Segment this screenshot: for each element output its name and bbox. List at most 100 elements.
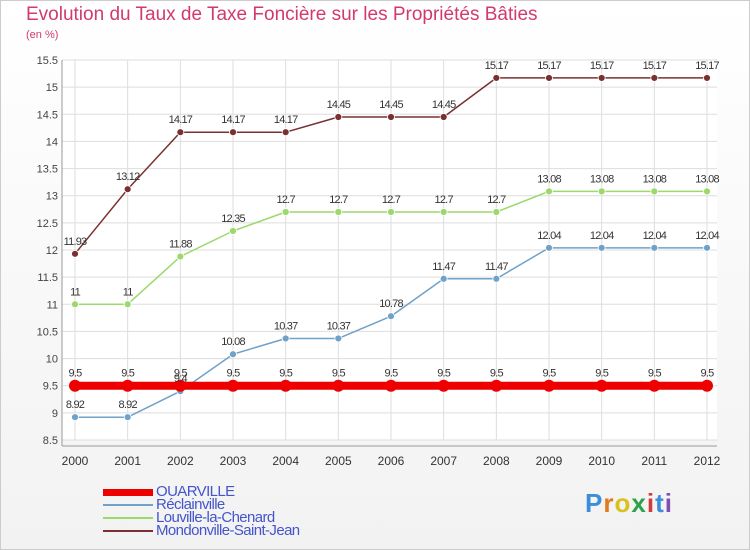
x-tick-label: 2006 (378, 454, 405, 468)
y-tick-label: 14 (46, 136, 58, 148)
data-point (439, 113, 448, 121)
x-tick-label: 2000 (62, 454, 89, 468)
data-point (281, 208, 290, 216)
data-point (490, 379, 503, 392)
data-point (387, 208, 395, 216)
data-point (703, 243, 711, 252)
legend-label: Mondonville-Saint-Jean (156, 522, 300, 539)
data-point (650, 187, 659, 196)
x-tick-label: 2004 (272, 454, 299, 468)
data-label: 9.5 (332, 368, 346, 380)
data-label: 9.5 (279, 368, 293, 380)
x-tick-label: 2001 (114, 454, 141, 468)
y-tick-label: 12.5 (37, 218, 58, 230)
data-point (123, 185, 132, 194)
x-tick-label: 2009 (536, 454, 563, 468)
data-point (387, 113, 395, 121)
data-label: 13.12 (116, 171, 140, 183)
data-point (650, 243, 659, 252)
logo-letter: t (655, 488, 665, 518)
data-label: 10.37 (274, 320, 298, 332)
data-point (597, 74, 606, 82)
data-label: 9.4 (174, 373, 188, 385)
data-point (387, 312, 395, 321)
data-label: 9.5 (595, 368, 609, 380)
x-tick-label: 2012 (694, 454, 721, 468)
x-tick-label: 2003 (220, 454, 247, 468)
data-label: 12.04 (643, 230, 667, 242)
legend-swatch (103, 504, 153, 506)
data-point (545, 74, 553, 82)
data-point (279, 379, 292, 392)
data-point (701, 379, 713, 392)
data-label: 9.5 (227, 368, 241, 380)
y-tick-label: 15 (46, 82, 58, 94)
data-point (439, 274, 448, 283)
data-point (439, 208, 448, 216)
logo-letter: P (585, 488, 604, 518)
logo-letter: x (631, 488, 647, 518)
data-point (71, 300, 79, 309)
data-label: 12.7 (277, 194, 296, 206)
y-tick-label: 11 (47, 299, 58, 311)
data-label: 14.45 (327, 99, 351, 111)
legend-item-ouarville: OUARVILLE (103, 483, 383, 500)
y-tick-label: 12 (46, 245, 58, 257)
data-point (437, 379, 450, 392)
data-label: 11 (123, 286, 134, 298)
unit-label: (en %) (26, 29, 59, 41)
data-point (229, 128, 237, 137)
data-label: 9.5 (121, 368, 135, 380)
data-point (174, 379, 187, 392)
data-point (334, 208, 343, 216)
x-tick-label: 2007 (430, 454, 457, 468)
y-tick-label: 15.5 (37, 55, 58, 67)
data-label: 14.45 (379, 99, 403, 111)
data-point (597, 187, 606, 196)
data-label: 11.47 (432, 261, 455, 273)
y-tick-label: 11.5 (37, 272, 58, 284)
y-tick-label: 10.5 (37, 326, 58, 338)
data-label: 15.17 (643, 60, 667, 72)
data-point (69, 379, 81, 392)
data-point (123, 413, 132, 422)
data-point (703, 74, 711, 82)
proxiti-logo: Proxiti (585, 488, 673, 519)
data-label: 13.08 (590, 173, 614, 185)
data-point (492, 274, 501, 283)
data-label: 14.45 (432, 99, 456, 111)
data-label: 10.78 (379, 298, 403, 310)
data-point (545, 187, 553, 196)
data-point (648, 379, 661, 392)
data-point (543, 379, 555, 392)
data-point (334, 113, 343, 121)
x-tick-label: 2011 (641, 454, 667, 468)
y-tick-label: 9 (52, 408, 58, 420)
data-point (332, 379, 345, 392)
data-point (545, 243, 553, 252)
x-tick-label: 2008 (483, 454, 510, 468)
data-label: 15.17 (695, 60, 719, 72)
x-tick-label: 2002 (167, 454, 194, 468)
data-label: 14.17 (274, 114, 298, 126)
data-label: 9.5 (701, 368, 715, 380)
y-tick-label: 10 (46, 354, 58, 366)
data-point (334, 334, 343, 343)
logo-letter: o (614, 488, 632, 518)
logo-letter: r (603, 488, 615, 518)
data-label: 12.35 (221, 213, 245, 225)
data-label: 10.37 (327, 320, 351, 332)
data-point (492, 208, 501, 216)
data-label: 14.17 (169, 114, 193, 126)
data-point (121, 379, 134, 392)
legend-item-louville-la-chenard: Louville-la-Chenard (103, 509, 383, 526)
data-point (229, 350, 237, 359)
data-label: 12.7 (487, 194, 506, 206)
y-tick-label: 9.5 (43, 381, 58, 393)
y-tick-label: 14.5 (37, 109, 58, 121)
x-tick-label: 2005 (325, 454, 352, 468)
x-tick-label: 2010 (588, 454, 615, 468)
data-label: 8.92 (66, 399, 85, 411)
data-point (229, 227, 237, 235)
legend-item-reclainville: Réclainville (103, 496, 383, 513)
